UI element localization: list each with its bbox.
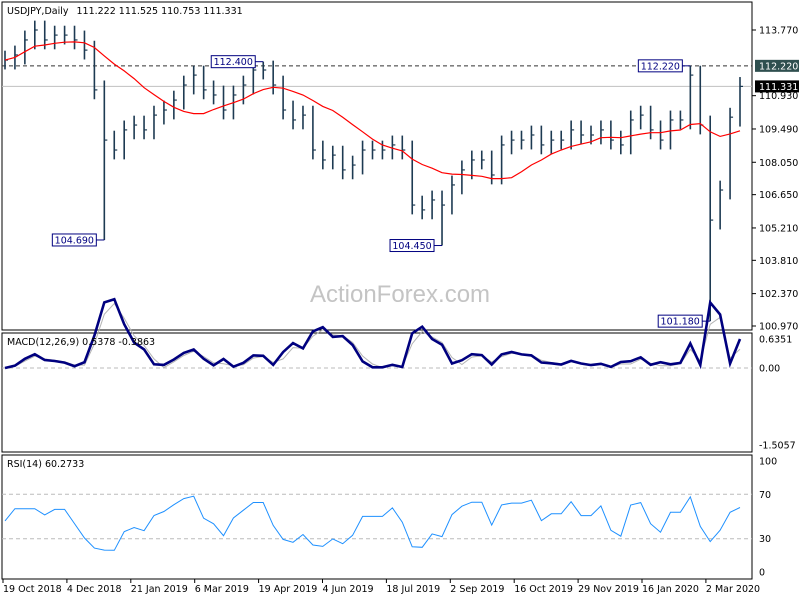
date-tick-label: 2 Mar 2020 xyxy=(706,584,760,595)
rsi-tick-label: 70 xyxy=(759,490,771,501)
watermark: ActionForex.com xyxy=(310,281,490,308)
last-price-label: 111.331 xyxy=(759,82,798,93)
last-price-tag xyxy=(755,80,799,93)
annotation-box xyxy=(210,55,256,69)
date-tick-label: 4 Dec 2018 xyxy=(67,584,122,595)
annotation-label: 104.450 xyxy=(392,241,431,252)
price-tick-label: 108.050 xyxy=(759,158,798,169)
chart-title: USDJPY,Daily 111.222 111.525 110.753 111.… xyxy=(7,6,243,17)
date-tick-label: 29 Nov 2019 xyxy=(578,584,639,595)
macd-tick-label: 0.6351 xyxy=(759,335,792,346)
date-tick-label: 2 Sep 2019 xyxy=(450,584,504,595)
date-tick-label: 16 Jan 2020 xyxy=(642,584,699,595)
macd-line xyxy=(4,297,742,370)
date-tick-label: 18 Jul 2019 xyxy=(386,584,440,595)
macd-label: MACD(12,26,9) 0.5378 -0.3863 xyxy=(7,337,155,348)
macd-panel-frame xyxy=(1,332,753,453)
date-tick-label: 19 Oct 2018 xyxy=(3,584,62,595)
price-tick-label: 100.970 xyxy=(759,322,798,333)
date-tick-label: 4 Jun 2019 xyxy=(323,584,374,595)
annotation-box xyxy=(657,314,703,328)
resistance-price-tag xyxy=(755,59,799,72)
price-tick-label: 105.210 xyxy=(759,223,798,234)
macd-tick-label: -1.5057 xyxy=(759,441,796,452)
date-tick-label: 19 Apr 2019 xyxy=(259,584,318,595)
price-tick-label: 102.370 xyxy=(759,289,798,300)
rsi-tick-label: 30 xyxy=(759,534,771,545)
rsi-tick-label: 0 xyxy=(759,568,765,579)
resistance-price-label: 112.220 xyxy=(759,61,798,72)
macd-tick-label: 0.00 xyxy=(759,364,780,375)
annotation-label: 112.220 xyxy=(641,61,680,72)
rsi-line xyxy=(4,495,741,551)
date-tick-label: 21 Jan 2019 xyxy=(131,584,188,595)
moving-average-line xyxy=(4,41,741,180)
rsi-label: RSI(14) 60.2733 xyxy=(7,459,84,470)
annotation-label: 112.400 xyxy=(214,57,253,68)
annotation-box xyxy=(637,59,683,73)
date-tick-label: 16 Oct 2019 xyxy=(514,584,573,595)
rsi-panel-frame xyxy=(1,454,753,580)
annotation-box xyxy=(51,233,97,247)
price-panel-frame xyxy=(1,1,753,331)
price-tick-label: 106.650 xyxy=(759,190,798,201)
annotation-box xyxy=(389,239,435,253)
date-tick-label: 6 Mar 2019 xyxy=(195,584,249,595)
price-tick-label: 110.930 xyxy=(759,91,798,102)
annotation-label: 104.690 xyxy=(55,235,94,246)
price-tick-label: 113.770 xyxy=(759,26,798,37)
price-tick-label: 103.810 xyxy=(759,256,798,267)
rsi-tick-label: 100 xyxy=(759,457,777,468)
price-tick-label: 109.490 xyxy=(759,124,798,135)
annotation-label: 101.180 xyxy=(661,317,700,328)
macd-signal-line xyxy=(4,302,741,369)
